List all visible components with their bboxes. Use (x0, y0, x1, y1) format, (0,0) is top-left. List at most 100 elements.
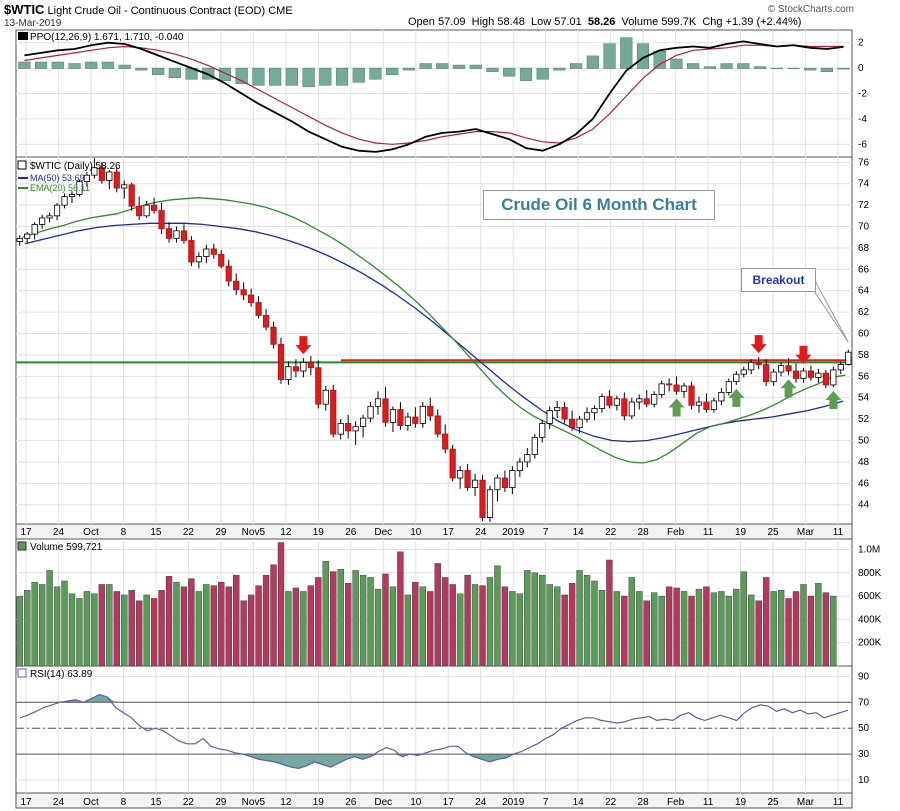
x-tick-label-bottom: 10 (410, 797, 422, 808)
candle-up (524, 454, 531, 463)
ppo-histogram-bar (452, 64, 466, 69)
x-tick-label-bottom: 19 (735, 797, 747, 808)
volume-bar (255, 585, 262, 667)
ma50-label: MA(50) 53.69 (30, 173, 85, 183)
breakout-label: Breakout (741, 268, 816, 292)
candle-down (292, 366, 299, 372)
candle-up (68, 194, 76, 197)
candle-up (143, 204, 150, 217)
candle-up (516, 461, 523, 471)
x-tick-label-bottom: 12 (280, 797, 292, 808)
candle-down (180, 230, 188, 241)
candle-up (61, 196, 68, 206)
candle-down (330, 389, 337, 435)
volume-bar (315, 577, 322, 667)
volume-bar (471, 584, 479, 667)
candle-down (158, 210, 165, 230)
candle-down (449, 448, 456, 479)
y-tick-label-volume: 600K (858, 591, 882, 602)
candle-down (397, 409, 404, 426)
y-tick-label-ppo: 2 (858, 38, 864, 49)
volume-bar (344, 583, 352, 667)
ppo-histogram-bar (402, 67, 416, 71)
volume-bar (456, 593, 464, 667)
volume-bar (501, 586, 509, 667)
y-tick-label-volume: 800K (858, 568, 882, 579)
chg-value: +1.39 (+2.44%) (725, 16, 802, 28)
price-legend-swatch (17, 160, 27, 170)
candle-down (621, 398, 628, 417)
candle-up (628, 401, 635, 417)
ppo-histogram-bar (18, 61, 31, 69)
volume-bar (524, 570, 531, 667)
candle-up (300, 362, 307, 372)
volume-bar (53, 586, 61, 667)
x-tick-label-bottom: Oct (83, 797, 99, 808)
candle-down (501, 477, 508, 489)
volume-bar (703, 586, 710, 667)
volume-bar (128, 590, 135, 667)
candle-down (673, 384, 680, 392)
candle-down (307, 362, 314, 369)
ppo-histogram-bar (703, 66, 716, 69)
ppo-histogram-bar (820, 67, 834, 72)
x-tick-label-bottom: 14 (573, 797, 585, 808)
volume-bar (718, 591, 725, 667)
volume-bar (509, 591, 516, 667)
volume-bar (442, 577, 449, 667)
x-tick-label-top: 11 (833, 527, 844, 538)
volume-bar (598, 590, 606, 667)
volume-bar (121, 594, 128, 667)
candle-down (345, 423, 352, 432)
candle-up (539, 423, 546, 438)
volume-bar (389, 586, 397, 667)
candle-down (561, 406, 568, 420)
volume-bar (494, 565, 501, 667)
chart-date: 13-Mar-2019 (4, 18, 62, 29)
ppo-histogram-bar (386, 67, 399, 75)
ppo-histogram-bar (85, 61, 98, 69)
candle-up (651, 394, 658, 405)
ppo-histogram-bar (218, 67, 232, 82)
y-tick-label-rsi: 90 (858, 671, 870, 682)
chart-header: $WTIC Light Crude Oil - Continuous Contr… (4, 3, 293, 18)
x-tick-label-top: 11 (703, 527, 714, 538)
ppo-histogram-bar (770, 67, 783, 69)
ppo-histogram-bar (352, 67, 365, 83)
volume-bar (113, 591, 120, 667)
candle-down (785, 365, 792, 372)
ppo-legend-swatch (18, 32, 28, 40)
candle-down (98, 167, 105, 181)
ppo-histogram-bar (653, 51, 666, 69)
candle-up (576, 418, 583, 429)
y-tick-label-price: 60 (858, 329, 870, 340)
ema20-label: EMA(20) 56.11 (30, 183, 90, 193)
candle-up (680, 385, 688, 392)
candle-down (688, 385, 695, 406)
y-tick-label-volume: 1.0M (858, 544, 880, 555)
candle-up (360, 417, 367, 428)
y-tick-label-price: 70 (858, 222, 870, 233)
volume-bar (76, 598, 83, 667)
ppo-histogram-bar (168, 67, 181, 78)
candle-down (382, 398, 389, 423)
x-tick-label-bottom: Nov5 (242, 797, 266, 808)
x-axis-strip-top (15, 523, 853, 540)
breakout-pointer (813, 278, 849, 343)
volume-label: Volume 599,721 (30, 542, 103, 553)
ppo-histogram-bar (753, 66, 767, 69)
ppo-histogram-bar (787, 67, 800, 69)
ppo-histogram-bar (804, 67, 817, 71)
x-tick-label-top: 12 (280, 527, 292, 538)
volume-bar (404, 594, 412, 667)
x-tick-label-top: 22 (183, 527, 195, 538)
ppo-histogram-bar (670, 58, 683, 69)
volume-bar (576, 570, 583, 667)
up-arrow (780, 379, 797, 398)
y-tick-label-price: 58 (858, 350, 870, 361)
down-arrow (795, 345, 812, 364)
volume-bar (748, 594, 755, 667)
breakout-pointer (813, 290, 849, 343)
y-tick-label-price: 50 (858, 436, 870, 447)
x-tick-label-top: 8 (121, 527, 127, 538)
